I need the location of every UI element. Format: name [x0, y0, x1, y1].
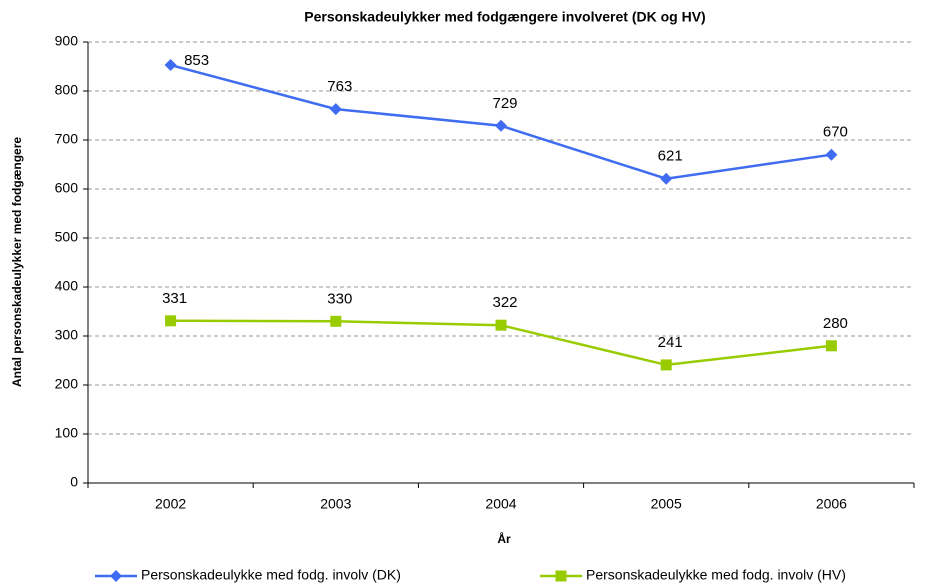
- y-tick-label: 800: [55, 82, 79, 98]
- legend-label: Personskadeulykke med fodg. involv (DK): [141, 567, 401, 583]
- x-axis-label: År: [497, 531, 511, 546]
- data-label: 853: [184, 52, 209, 69]
- point: [825, 340, 837, 352]
- y-tick-label: 100: [55, 425, 79, 441]
- point: [660, 172, 673, 185]
- x-tick-label: 2006: [816, 496, 847, 512]
- y-tick-label: 700: [55, 131, 79, 147]
- point: [825, 148, 838, 161]
- y-tick-label: 900: [55, 33, 79, 49]
- point: [495, 319, 507, 331]
- point: [329, 103, 342, 116]
- data-label: 322: [492, 294, 517, 311]
- x-tick-label: 2002: [155, 496, 186, 512]
- point: [165, 315, 177, 327]
- y-tick-label: 600: [55, 180, 79, 196]
- legend-label: Personskadeulykke med fodg. involv (HV): [586, 567, 846, 583]
- x-tick-label: 2004: [485, 496, 516, 512]
- point: [330, 315, 342, 327]
- data-label: 670: [823, 124, 848, 141]
- y-tick-label: 400: [55, 278, 79, 294]
- data-label: 729: [492, 95, 517, 112]
- data-label: 763: [327, 78, 352, 95]
- y-tick-label: 300: [55, 327, 79, 343]
- data-label: 241: [658, 334, 683, 351]
- data-label: 330: [327, 290, 352, 307]
- point: [660, 359, 672, 371]
- y-tick-label: 0: [70, 474, 78, 490]
- y-axis-label: Antal personskadeulykker med fodgængere: [10, 137, 24, 387]
- data-label: 331: [162, 290, 187, 307]
- data-label: 621: [658, 148, 683, 165]
- point: [110, 570, 122, 582]
- x-tick-label: 2003: [320, 496, 351, 512]
- chart-title: Personskadeulykker med fodgængere involv…: [304, 9, 705, 25]
- x-tick-label: 2005: [651, 496, 682, 512]
- point: [555, 570, 567, 582]
- point: [164, 59, 177, 72]
- data-label: 280: [823, 315, 848, 332]
- point: [495, 119, 507, 132]
- y-tick-label: 500: [55, 229, 79, 245]
- y-tick-label: 200: [55, 376, 79, 392]
